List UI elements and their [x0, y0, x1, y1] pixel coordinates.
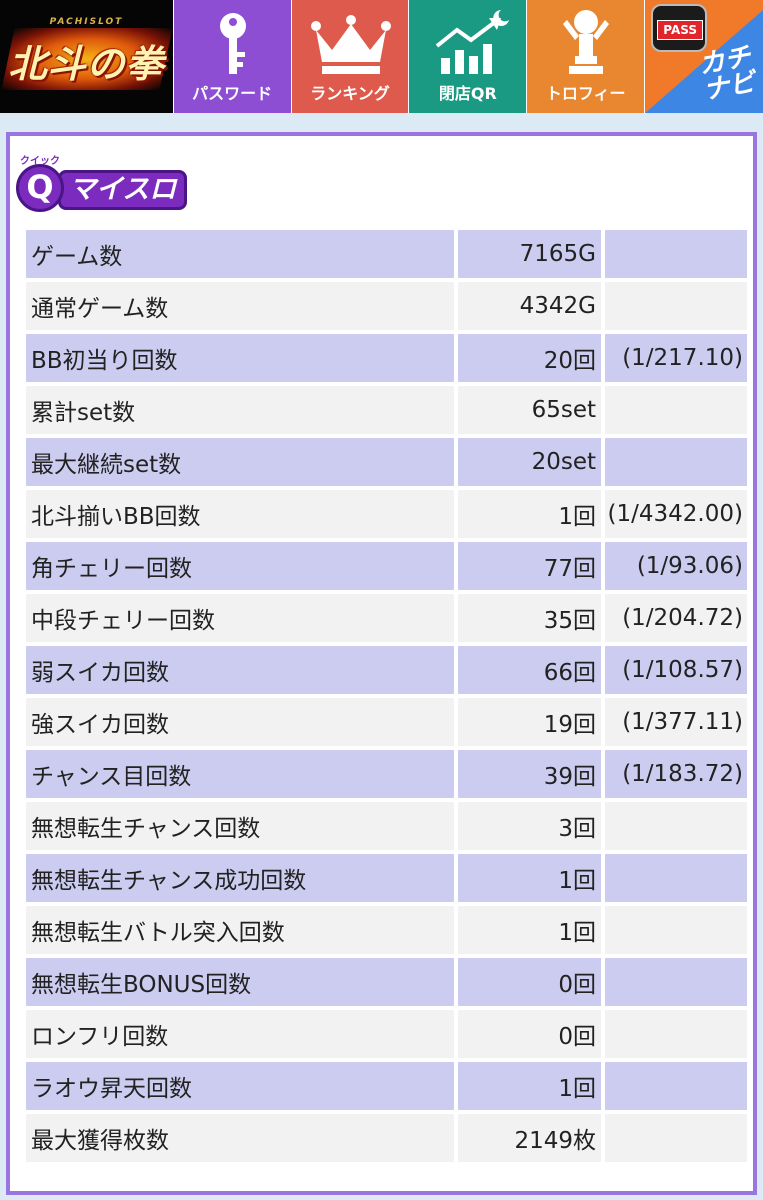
- stat-ratio: (1/108.57): [605, 646, 747, 694]
- quick-myslo-q: Q: [16, 164, 64, 212]
- crown-icon: [310, 15, 391, 74]
- table-row: 最大継続set数 20set: [26, 438, 747, 486]
- stat-ratio: [605, 438, 747, 486]
- table-row: 弱スイカ回数 66回 (1/108.57): [26, 646, 747, 694]
- stat-value: 0回: [458, 1010, 601, 1058]
- stat-label: 通常ゲーム数: [26, 282, 454, 330]
- stat-label: 北斗揃いBB回数: [26, 490, 454, 538]
- stat-label: 無想転生BONUS回数: [26, 958, 454, 1006]
- stat-value: 1回: [458, 1062, 601, 1110]
- stat-ratio: [605, 230, 747, 278]
- stat-value: 19回: [458, 698, 601, 746]
- stat-ratio: [605, 1114, 747, 1162]
- table-row: 最大獲得枚数 2149枚: [26, 1114, 747, 1162]
- stat-value: 20set: [458, 438, 601, 486]
- trophy-label: トロフィー: [545, 84, 626, 103]
- kachinavi-button[interactable]: PASS カチナビ: [644, 0, 763, 113]
- pass-badge-icon: PASS: [651, 4, 708, 52]
- stat-ratio: [605, 854, 747, 902]
- stat-ratio: (1/93.06): [605, 542, 747, 590]
- stat-label: 最大継続set数: [26, 438, 454, 486]
- stat-value: 1回: [458, 490, 601, 538]
- table-row: 中段チェリー回数 35回 (1/204.72): [26, 594, 747, 642]
- stat-value: 2149枚: [458, 1114, 601, 1162]
- stats-panel: クイック マイスロ Q ゲーム数 7165G 通常ゲーム数 4342G BB初当り回数 2…: [6, 132, 757, 1195]
- top-nav: PACHISLOT 北斗の拳 パスワード ランキング: [0, 0, 763, 113]
- stat-ratio: [605, 958, 747, 1006]
- stat-ratio: (1/4342.00): [605, 490, 747, 538]
- quick-myslo-name: マイスロ: [58, 170, 188, 210]
- stat-label: 無想転生チャンス回数: [26, 802, 454, 850]
- ranking-label: ランキング: [310, 84, 390, 103]
- stat-label: チャンス目回数: [26, 750, 454, 798]
- table-row: 強スイカ回数 19回 (1/377.11): [26, 698, 747, 746]
- stat-value: 0回: [458, 958, 601, 1006]
- stat-ratio: [605, 1062, 747, 1110]
- stat-label: ラオウ昇天回数: [26, 1062, 454, 1110]
- stat-label: 最大獲得枚数: [26, 1114, 454, 1162]
- stat-ratio: [605, 802, 747, 850]
- stat-value: 65set: [458, 386, 601, 434]
- stat-value: 20回: [458, 334, 601, 382]
- logo-title: 北斗の拳: [8, 41, 165, 86]
- trophy-button[interactable]: トロフィー: [526, 0, 645, 113]
- stats-table: ゲーム数 7165G 通常ゲーム数 4342G BB初当り回数 20回 (1/217.10)…: [22, 226, 751, 1166]
- stat-label: 強スイカ回数: [26, 698, 454, 746]
- stat-value: 7165G: [458, 230, 601, 278]
- stat-ratio: [605, 282, 747, 330]
- password-button[interactable]: パスワード: [172, 0, 291, 113]
- stat-label: 角チェリー回数: [26, 542, 454, 590]
- table-row: 無想転生バトル突入回数 1回: [26, 906, 747, 954]
- password-label: パスワード: [192, 84, 273, 103]
- quick-myslo-sub: クイック: [20, 156, 60, 167]
- table-row: 角チェリー回数 77回 (1/93.06): [26, 542, 747, 590]
- stat-label: ゲーム数: [26, 230, 454, 278]
- table-row: ラオウ昇天回数 1回: [26, 1062, 747, 1110]
- table-row: 北斗揃いBB回数 1回 (1/4342.00): [26, 490, 747, 538]
- stat-ratio: [605, 1010, 747, 1058]
- table-row: 累計set数 65set: [26, 386, 747, 434]
- stat-label: BB初当り回数: [26, 334, 454, 382]
- stat-value: 1回: [458, 906, 601, 954]
- table-row: 無想転生チャンス回数 3回: [26, 802, 747, 850]
- logo-small-text: PACHISLOT: [49, 17, 124, 27]
- game-logo[interactable]: PACHISLOT 北斗の拳: [0, 0, 173, 113]
- stat-value: 66回: [458, 646, 601, 694]
- table-row: ゲーム数 7165G: [26, 230, 747, 278]
- stat-ratio: (1/217.10): [605, 334, 747, 382]
- stat-value: 77回: [458, 542, 601, 590]
- stat-ratio: (1/183.72): [605, 750, 747, 798]
- kachinavi-label: カチナビ: [696, 41, 758, 107]
- stat-label: 無想転生チャンス成功回数: [26, 854, 454, 902]
- stat-label: 中段チェリー回数: [26, 594, 454, 642]
- stat-ratio: (1/204.72): [605, 594, 747, 642]
- table-row: 無想転生BONUS回数 0回: [26, 958, 747, 1006]
- ranking-button[interactable]: ランキング: [290, 0, 409, 113]
- table-row: ロンフリ回数 0回: [26, 1010, 747, 1058]
- quick-myslo-logo: クイック マイスロ Q: [16, 150, 206, 222]
- stat-ratio: [605, 386, 747, 434]
- table-row: 無想転生チャンス成功回数 1回: [26, 854, 747, 902]
- table-row: チャンス目回数 39回 (1/183.72): [26, 750, 747, 798]
- stat-ratio: [605, 906, 747, 954]
- stat-value: 39回: [458, 750, 601, 798]
- stat-label: 弱スイカ回数: [26, 646, 454, 694]
- stat-value: 1回: [458, 854, 601, 902]
- stat-value: 4342G: [458, 282, 601, 330]
- table-row: 通常ゲーム数 4342G: [26, 282, 747, 330]
- table-row: BB初当り回数 20回 (1/217.10): [26, 334, 747, 382]
- stat-label: ロンフリ回数: [26, 1010, 454, 1058]
- growth-chart-moon-icon: [436, 10, 510, 74]
- pass-badge-text: PASS: [657, 20, 704, 40]
- trophy-figure-icon: [563, 10, 610, 74]
- close-qr-button[interactable]: 閉店QR: [408, 0, 527, 113]
- stat-value: 35回: [458, 594, 601, 642]
- close-qr-label: 閉店QR: [438, 84, 497, 103]
- stat-ratio: (1/377.11): [605, 698, 747, 746]
- stat-label: 無想転生バトル突入回数: [26, 906, 454, 954]
- stat-value: 3回: [458, 802, 601, 850]
- stat-label: 累計set数: [26, 386, 454, 434]
- key-icon: [219, 13, 246, 74]
